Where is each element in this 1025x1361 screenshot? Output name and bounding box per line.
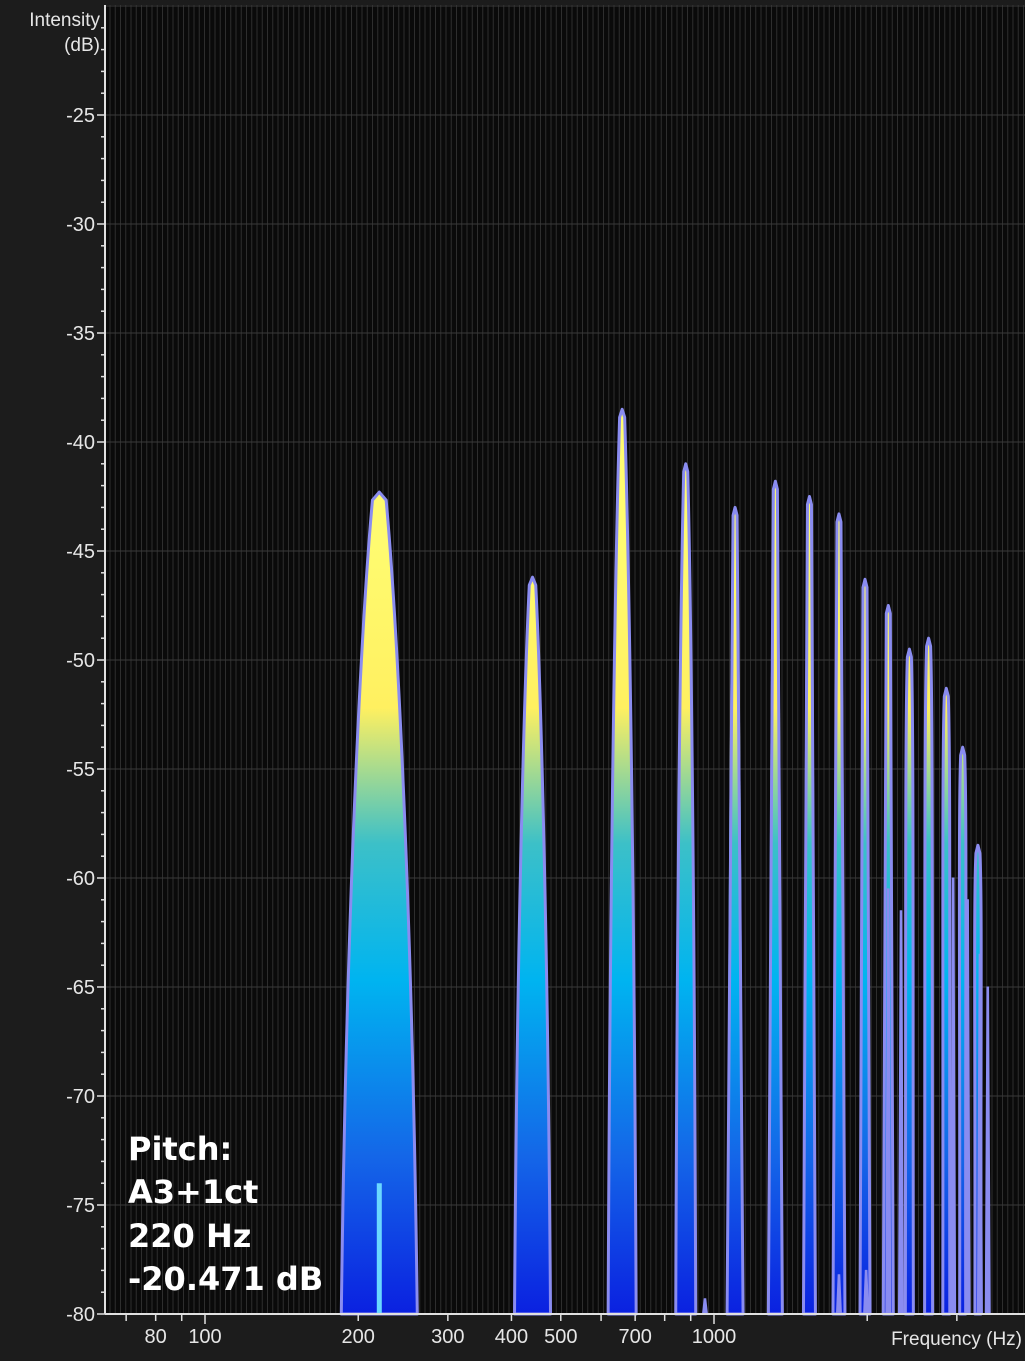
readout-line-1: Pitch: <box>128 1130 232 1168</box>
x-tick-label: 100 <box>188 1326 221 1348</box>
harmonic-peak <box>941 686 952 1316</box>
y-tick-label: -45 <box>66 541 95 563</box>
harmonic-peak <box>339 490 419 1316</box>
harmonic-peak <box>903 647 915 1316</box>
tick-labels: -25 -30 -35 -40 -45 -50 -55 -60 -65 -70 -75 -80 80 10… <box>66 105 736 1348</box>
y-tick-label: -75 <box>66 1195 95 1217</box>
harmonic-peak <box>831 512 847 1316</box>
harmonic-peak <box>766 479 784 1316</box>
spectrum-peaks <box>339 407 991 1316</box>
harmonic-peak <box>858 577 872 1316</box>
x-tick-label: 80 <box>145 1326 167 1348</box>
x-tick-label: 400 <box>495 1326 528 1348</box>
y-tick-label: -35 <box>66 323 95 345</box>
harmonic-peak <box>513 575 553 1316</box>
x-tick-label: 700 <box>618 1326 651 1348</box>
axes <box>97 5 1025 1324</box>
y-tick-label: -50 <box>66 650 95 672</box>
harmonic-peak <box>957 745 968 1316</box>
y-tick-label: -25 <box>66 105 95 127</box>
y-tick-label: -30 <box>66 214 95 236</box>
readout-line-2: A3+1ct <box>128 1173 258 1211</box>
harmonic-peak <box>725 505 745 1316</box>
x-tick-label: 200 <box>342 1326 375 1348</box>
harmonic-peak <box>606 407 638 1316</box>
readout-line-3: 220 Hz <box>128 1217 251 1255</box>
harmonic-peak <box>674 462 698 1316</box>
x-tick-label: 300 <box>431 1326 464 1348</box>
y-axis-title-line2: (dB) <box>64 35 100 56</box>
harmonic-peak <box>923 636 935 1316</box>
x-tick-label: 500 <box>544 1326 577 1348</box>
y-tick-label: -65 <box>66 977 95 999</box>
harmonic-peak <box>801 495 817 1316</box>
x-tick-label: 1000 <box>692 1326 737 1348</box>
readout-line-4: -20.471 dB <box>128 1260 323 1298</box>
y-tick-label: -40 <box>66 432 95 454</box>
pitch-readout: Pitch: A3+1ct 220 Hz -20.471 dB <box>128 1130 323 1298</box>
y-tick-label: -70 <box>66 1086 95 1108</box>
y-axis-title-line1: Intensity <box>29 10 100 31</box>
y-tick-label: -60 <box>66 868 95 890</box>
y-tick-label: -55 <box>66 759 95 781</box>
x-axis-title: Frequency (Hz) <box>891 1329 1022 1350</box>
y-tick-label: -80 <box>66 1304 95 1326</box>
